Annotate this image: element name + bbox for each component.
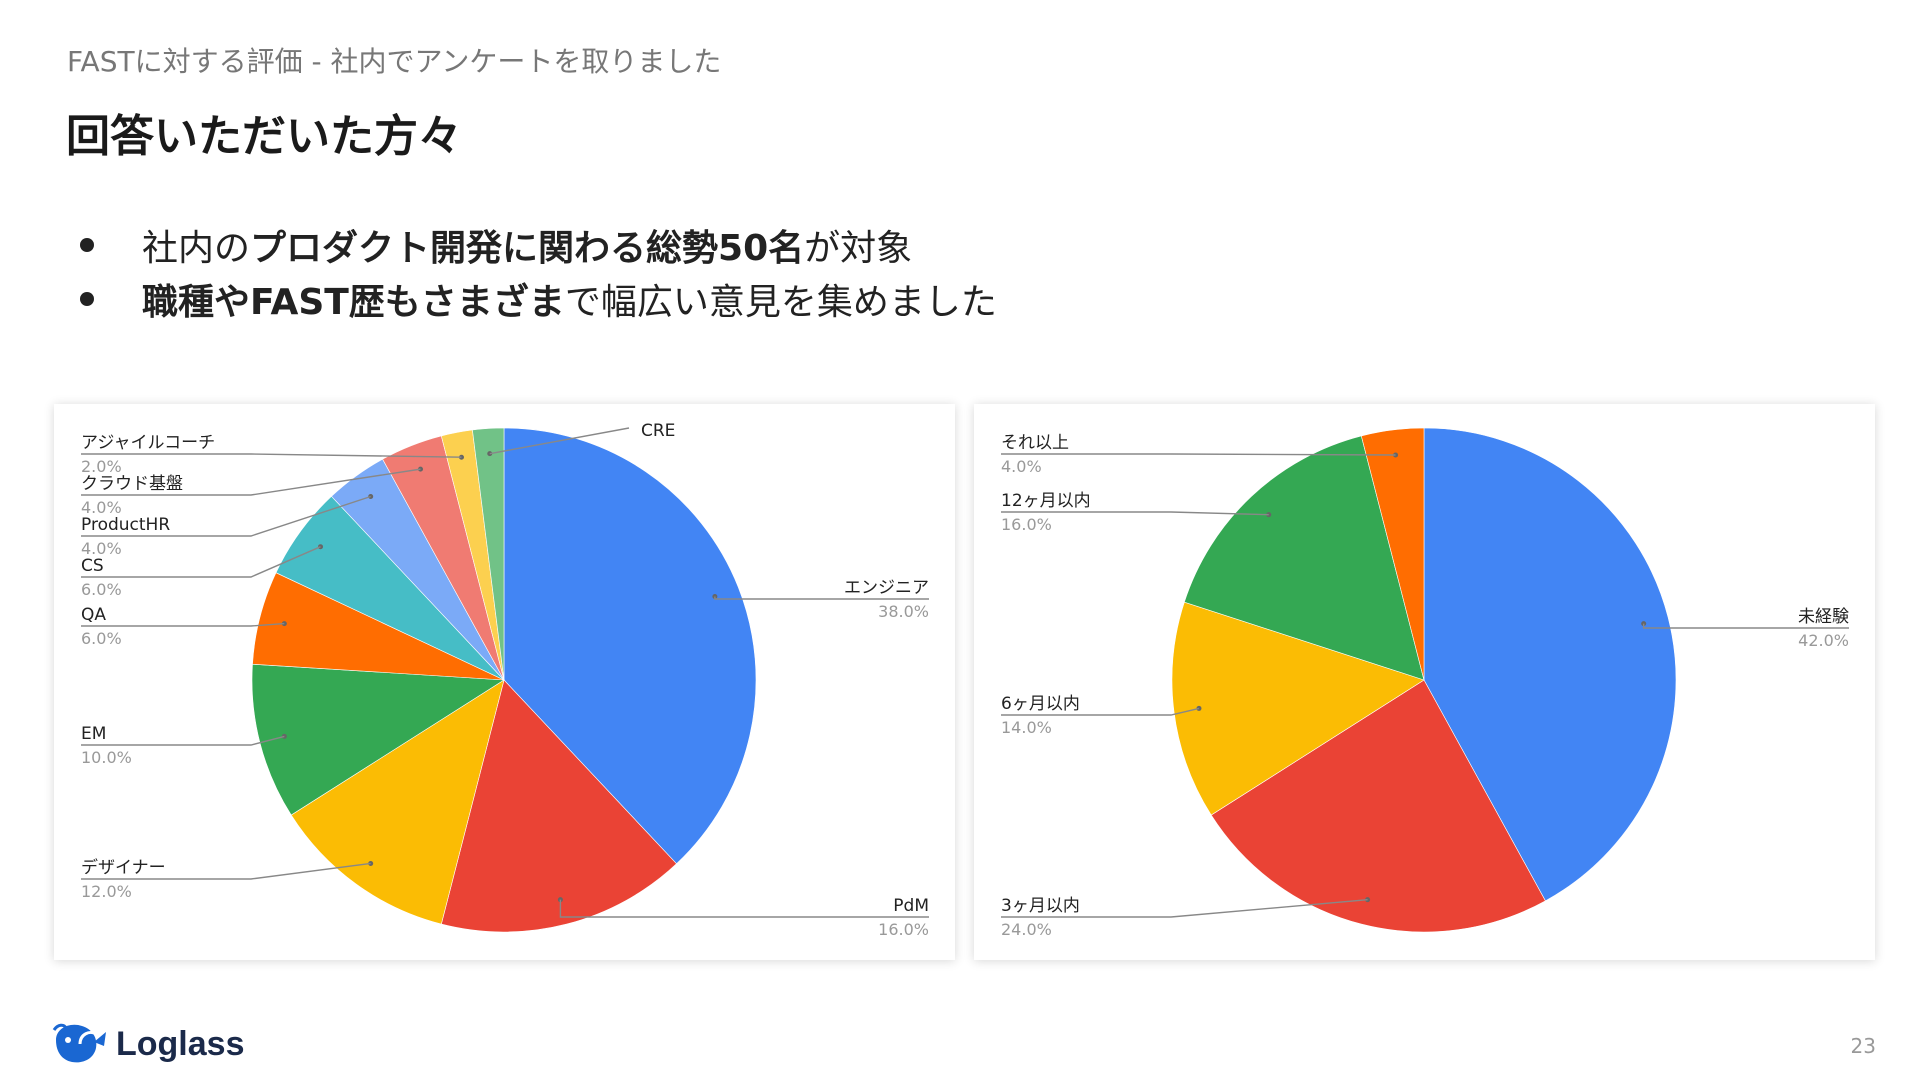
- pie-slice: [472, 427, 505, 681]
- bullet-item: 職種やFAST歴もさまざま で幅広い意見を集めました: [80, 272, 997, 326]
- slice-percent: 10.0%: [81, 748, 132, 767]
- experience-pie-chart-card: 未経験 42.0% 3ヶ月以内 24.0% 6ヶ月以内 14.0% 12ヶ月以内 16.0% そ…: [974, 404, 1875, 960]
- slice-percent: 42.0%: [1798, 631, 1849, 650]
- slice-percent: 4.0%: [81, 498, 122, 517]
- slice-label: クラウド基盤: [81, 474, 183, 494]
- bullet-seg: で幅広い意見を集めました: [564, 282, 997, 323]
- leader-line: [714, 596, 929, 600]
- slice-percent: 24.0%: [1001, 920, 1052, 939]
- slice-percent: 12.0%: [81, 882, 132, 901]
- slice-percent: 4.0%: [1001, 457, 1042, 476]
- slice-label: 未経験: [1798, 607, 1849, 627]
- slice-label: 12ヶ月以内: [1001, 491, 1091, 511]
- leader-anchor: [1393, 452, 1399, 458]
- pie-slice: [1210, 679, 1546, 933]
- pie-slice: [290, 679, 505, 925]
- slice-percent: 6.0%: [81, 580, 122, 599]
- slice-percent: 2.0%: [81, 457, 122, 476]
- leader-anchor: [1365, 897, 1371, 903]
- bullet-seg-bold: 職種やFAST歴もさまざま: [142, 282, 565, 323]
- bullet-dot-icon: [80, 238, 94, 252]
- slice-percent: 38.0%: [878, 602, 929, 621]
- leader-line: [1642, 623, 1849, 629]
- pie-slice: [1423, 427, 1677, 902]
- slice-label: QA: [81, 605, 106, 625]
- leader-line: [559, 899, 929, 918]
- slice-percent: 16.0%: [1001, 515, 1052, 534]
- slice-label: デザイナー: [81, 857, 166, 878]
- slice-label: それ以上: [1001, 433, 1069, 453]
- leader-anchor: [1196, 705, 1202, 711]
- leader-anchor: [1266, 512, 1272, 518]
- slice-label: アジャイルコーチ: [81, 433, 215, 453]
- leader-line: [1001, 707, 1200, 716]
- bullet-seg-bold: プロダクト開発に関わる総勢50名: [250, 228, 805, 269]
- whale-logo-icon: [52, 1023, 106, 1063]
- leader-line: [1001, 898, 1368, 918]
- slide-title: 回答いただいた方々: [66, 111, 462, 162]
- leader-line: [81, 862, 371, 880]
- bullet-seg: 社内の: [142, 228, 251, 269]
- slice-label: エンジニア: [844, 578, 929, 598]
- pie-slice: [1171, 601, 1425, 816]
- slice-label: CS: [81, 556, 104, 576]
- slice-label: EM: [81, 724, 106, 744]
- page-number: 23: [1850, 1034, 1876, 1058]
- pie-slice: [1360, 427, 1425, 681]
- leader-line: [81, 468, 421, 496]
- bullet-list: 社内の プロダクト開発に関わる総勢50名 が対象 職種やFAST歴もさまざま で幅広い…: [80, 218, 997, 326]
- pie-slice: [1183, 435, 1425, 681]
- slice-label: PdM: [893, 896, 929, 916]
- slice-percent: 4.0%: [81, 539, 122, 558]
- leader-line: [81, 453, 462, 458]
- pie-slice: [503, 427, 757, 865]
- leader-line: [81, 735, 285, 746]
- slide-subtitle: FASTに対する評価 - 社内でアンケートを取りました: [67, 45, 722, 78]
- leader-anchor: [712, 594, 718, 600]
- leader-line: [81, 622, 285, 627]
- slice-label: 3ヶ月以内: [1001, 896, 1080, 916]
- role-pie-chart-card: エンジニア 38.0% PdM 16.0% デザイナー 12.0% EM 10.0% QA 6.0…: [54, 404, 955, 960]
- experience-pie-chart: 未経験 42.0% 3ヶ月以内 24.0% 6ヶ月以内 14.0% 12ヶ月以内 16.0% そ…: [1001, 427, 1849, 939]
- bullet-item: 社内の プロダクト開発に関わる総勢50名 が対象: [80, 218, 997, 272]
- loglass-logo: Loglass: [50, 1020, 244, 1068]
- leader-line: [489, 427, 630, 455]
- slice-percent: 6.0%: [81, 629, 122, 648]
- leader-line: [81, 546, 321, 578]
- slice-percent: 14.0%: [1001, 718, 1052, 737]
- logo-wordmark: Loglass: [116, 1024, 245, 1063]
- leader-anchor: [459, 454, 465, 460]
- bullet-seg: が対象: [804, 228, 913, 269]
- leader-line: [1001, 453, 1396, 456]
- pie-slice: [440, 679, 677, 933]
- role-pie-chart: エンジニア 38.0% PdM 16.0% デザイナー 12.0% EM 10.0% QA 6.0…: [81, 421, 929, 939]
- leader-line: [1001, 511, 1269, 516]
- slice-percent: 16.0%: [878, 920, 929, 939]
- bullet-dot-icon: [80, 292, 94, 306]
- slice-label: 6ヶ月以内: [1001, 694, 1080, 714]
- leader-line: [81, 495, 371, 537]
- slice-label: ProductHR: [81, 515, 170, 535]
- slice-label: CRE: [641, 421, 675, 441]
